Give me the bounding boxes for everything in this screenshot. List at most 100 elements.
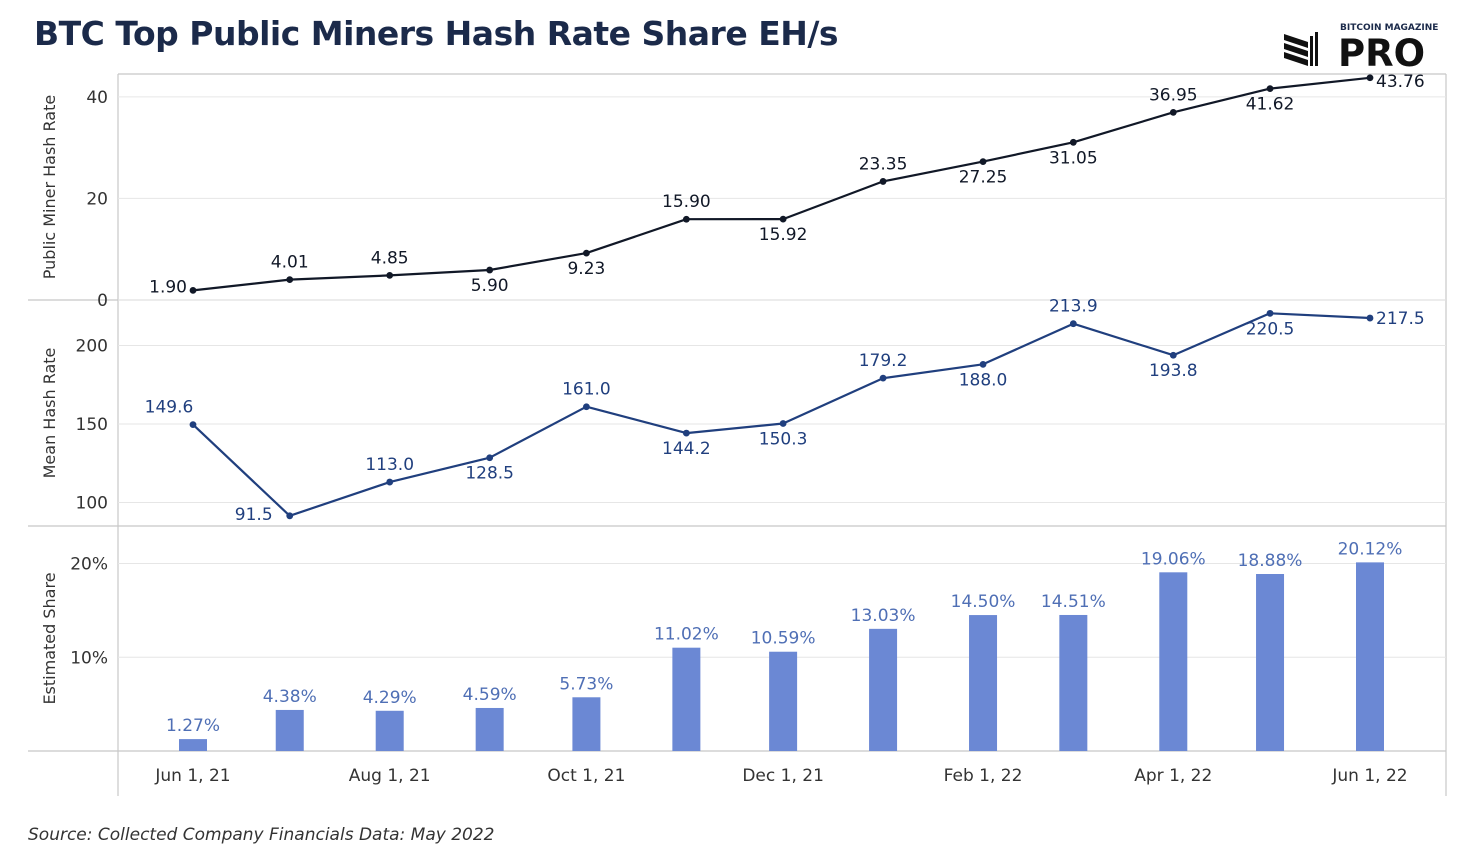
data-point — [779, 420, 787, 427]
data-label: 220.5 — [1246, 319, 1295, 339]
data-point — [1069, 138, 1077, 146]
bar-label: 20.12% — [1338, 539, 1403, 559]
x-tick-label: Feb 1, 22 — [944, 766, 1023, 786]
x-tick-label: Oct 1, 21 — [547, 766, 625, 786]
data-label: 15.90 — [662, 192, 711, 212]
bitcoin-magazine-pro-logo: BITCOIN MAGAZINE PRO — [1284, 23, 1438, 70]
bar-label: 14.51% — [1041, 592, 1106, 612]
data-label: 91.5 — [235, 505, 273, 525]
bar-label: 18.88% — [1238, 551, 1303, 571]
bar — [179, 739, 207, 751]
bar-label: 5.73% — [559, 674, 613, 694]
bar — [1159, 572, 1188, 751]
bar — [1059, 614, 1088, 751]
y-tick-label: 40 — [86, 88, 108, 108]
y-axis-title: Estimated Share — [40, 572, 59, 704]
source-note: Source: Collected Company Financials Dat… — [28, 825, 495, 845]
x-tick-label: Jun 1, 21 — [154, 766, 230, 786]
y-tick-label: 150 — [76, 415, 108, 435]
bar-label: 11.02% — [654, 625, 719, 645]
logo-top-text: BITCOIN MAGAZINE — [1340, 23, 1438, 33]
data-label: 27.25 — [959, 168, 1008, 188]
data-label: 15.92 — [759, 225, 808, 245]
bar-label: 19.06% — [1141, 549, 1206, 569]
bar-label: 14.50% — [951, 592, 1016, 612]
data-label: 36.95 — [1149, 85, 1198, 105]
data-point — [1366, 74, 1374, 82]
bar-label: 4.38% — [263, 687, 317, 707]
y-tick-label: 10% — [70, 648, 108, 668]
data-label: 23.35 — [859, 154, 908, 174]
bar-label: 4.29% — [363, 688, 417, 708]
chart-title: BTC Top Public Miners Hash Rate Share EH… — [34, 14, 839, 53]
bar — [275, 709, 304, 751]
data-label: 5.90 — [471, 276, 509, 296]
data-point — [286, 512, 294, 520]
y-tick-label: 20 — [86, 189, 108, 209]
logo-main-text: PRO — [1338, 32, 1425, 70]
data-point — [1266, 309, 1274, 317]
data-point — [1266, 85, 1274, 93]
data-point — [583, 249, 590, 257]
data-label: 193.8 — [1149, 361, 1198, 381]
data-label: 217.5 — [1376, 309, 1425, 329]
bar — [475, 707, 504, 751]
data-point — [189, 286, 197, 294]
data-point — [486, 454, 494, 462]
bar — [572, 697, 601, 751]
x-tick-label: Aug 1, 21 — [349, 766, 431, 786]
data-label: 4.01 — [271, 253, 309, 273]
x-tick-label: Dec 1, 21 — [742, 766, 824, 786]
bar — [869, 628, 898, 751]
data-point — [189, 421, 197, 429]
y-tick-label: 200 — [76, 337, 108, 357]
y-tick-label: 0 — [97, 291, 108, 311]
data-label: 113.0 — [365, 455, 414, 475]
data-point — [779, 215, 787, 223]
data-label: 179.2 — [859, 351, 908, 371]
data-point — [1366, 314, 1374, 322]
x-tick-label: Apr 1, 22 — [1134, 766, 1212, 786]
data-label: 41.62 — [1246, 95, 1295, 115]
data-point — [1069, 320, 1077, 328]
data-point — [979, 158, 987, 166]
data-point — [879, 374, 887, 382]
series-line — [192, 312, 1371, 517]
data-point — [682, 215, 690, 223]
bar-label: 1.27% — [166, 716, 220, 736]
x-tick-label: Jun 1, 22 — [1331, 766, 1407, 786]
bar — [969, 615, 998, 751]
data-label: 150.3 — [759, 430, 808, 450]
y-tick-label: 100 — [76, 493, 108, 513]
data-point — [879, 178, 887, 185]
data-point — [682, 429, 690, 437]
data-label: 161.0 — [562, 380, 611, 400]
data-point — [286, 276, 294, 284]
y-axis-title: Mean Hash Rate — [40, 348, 59, 479]
data-point — [1169, 108, 1177, 116]
bar-label: 4.59% — [463, 685, 517, 705]
data-label: 9.23 — [567, 259, 605, 279]
data-point — [583, 403, 590, 411]
bar — [1256, 574, 1285, 751]
bar-label: 13.03% — [851, 606, 916, 626]
data-label: 1.90 — [149, 277, 187, 297]
bar — [672, 647, 701, 751]
logo-stripes-icon — [1284, 32, 1318, 66]
y-tick-label: 20% — [70, 555, 108, 575]
bar — [1356, 562, 1384, 751]
data-label: 4.85 — [371, 248, 409, 268]
data-point — [979, 360, 987, 368]
data-label: 213.9 — [1049, 297, 1098, 317]
data-point — [386, 478, 394, 486]
data-label: 144.2 — [662, 439, 711, 459]
data-label: 128.5 — [465, 464, 514, 484]
data-label: 188.0 — [959, 370, 1008, 390]
bar — [375, 710, 404, 751]
bar — [769, 651, 798, 751]
data-point — [1169, 351, 1177, 359]
data-label: 31.05 — [1049, 148, 1098, 168]
bar-label: 10.59% — [751, 629, 816, 649]
data-point — [386, 271, 394, 279]
